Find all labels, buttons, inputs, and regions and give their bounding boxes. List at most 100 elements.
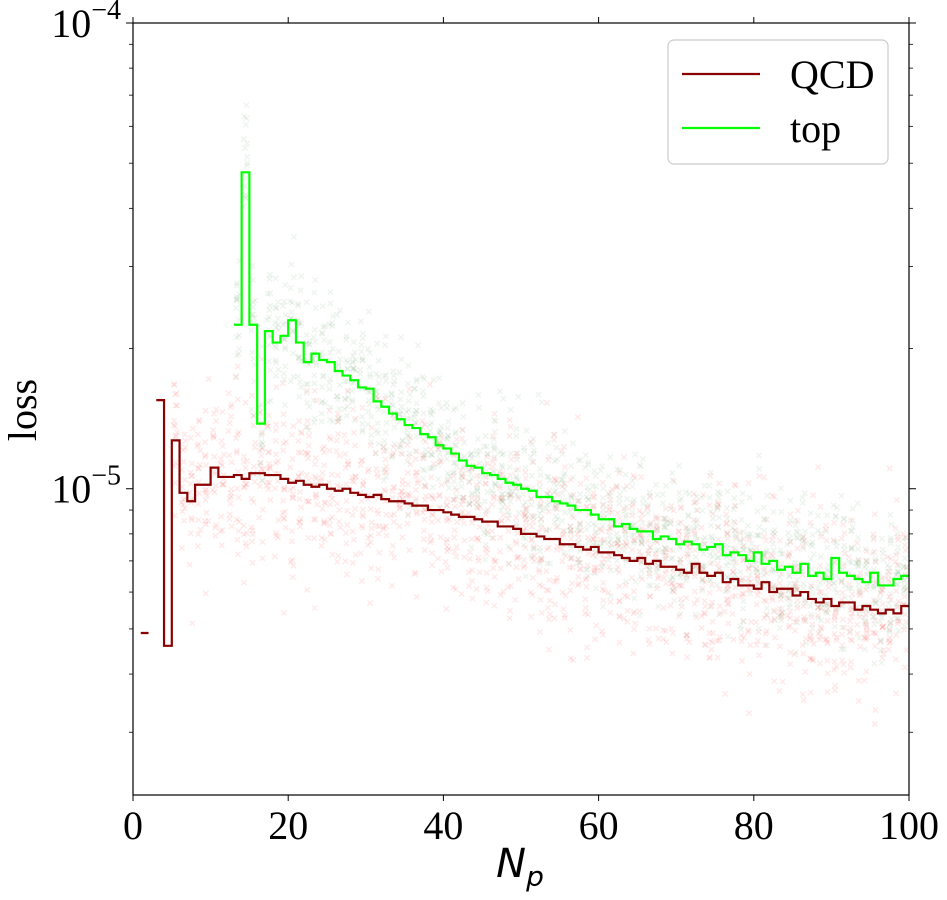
scatter-point (280, 321, 287, 328)
scatter-point (250, 463, 258, 470)
scatter-point (740, 618, 747, 625)
scatter-point (620, 615, 628, 622)
scatter-point (375, 566, 382, 573)
scatter-point (814, 612, 821, 619)
scatter-point (902, 547, 909, 554)
scatter-point (668, 555, 675, 562)
scatter-point (251, 315, 258, 322)
scatter-point (667, 576, 674, 583)
scatter-point (831, 658, 838, 665)
scatter-point (484, 488, 491, 496)
scatter-point (195, 417, 203, 424)
scatter-point (476, 524, 483, 531)
scatter-point (615, 536, 622, 543)
scatter-point (639, 456, 646, 463)
scatter-point (242, 191, 249, 198)
scatter-point (616, 500, 623, 507)
scatter-point (412, 495, 420, 502)
scatter-point (468, 499, 476, 506)
scatter-point (854, 630, 861, 637)
scatter-point (327, 501, 334, 508)
scatter-point (592, 529, 599, 536)
scatter-point (298, 469, 305, 477)
scatter-point (621, 508, 628, 515)
scatter-point (838, 577, 845, 584)
scatter-point (274, 315, 282, 322)
scatter-point (551, 505, 558, 512)
scatter-point (567, 555, 574, 562)
scatter-point (536, 548, 544, 555)
scatter-point (554, 481, 561, 488)
scatter-point (474, 487, 481, 494)
scatter-point (778, 570, 785, 577)
scatter-point (901, 576, 908, 583)
scatter-point (692, 499, 699, 506)
scatter-point (289, 455, 296, 463)
scatter-point (359, 357, 366, 364)
scatter-point (900, 530, 907, 537)
scatter-point (342, 396, 349, 403)
scatter-point (249, 262, 256, 269)
scatter-point (762, 630, 769, 637)
scatter-point (527, 495, 535, 502)
scatter-point (368, 519, 375, 526)
scatter-point (336, 414, 344, 421)
scatter-point (272, 372, 280, 379)
scatter-point (707, 469, 714, 476)
scatter-point (450, 496, 457, 503)
scatter-point (434, 446, 441, 453)
scatter-point (723, 562, 730, 569)
scatter-point (349, 511, 356, 519)
scatter-point (584, 484, 591, 491)
scatter-point (608, 509, 616, 516)
scatter-point (770, 581, 777, 589)
scatter-point (737, 538, 744, 545)
scatter-point (326, 385, 333, 393)
scatter-point (662, 552, 669, 559)
scatter-point (732, 502, 739, 509)
scatter-point (645, 550, 652, 557)
scatter-point (740, 528, 747, 535)
scatter-point (599, 502, 607, 509)
y-tick-label-base: 10 (51, 1, 91, 46)
scatter-point (452, 428, 460, 436)
scatter-point (450, 472, 457, 480)
scatter-point (616, 583, 623, 590)
scatter-point (473, 503, 481, 511)
scatter-point (451, 534, 458, 541)
scatter-point (187, 434, 194, 442)
scatter-point (606, 500, 614, 507)
scatter-point (802, 528, 809, 535)
scatter-point (893, 587, 900, 595)
scatter-point (784, 552, 791, 559)
scatter-point (265, 398, 272, 406)
scatter-point (551, 489, 558, 496)
scatter-point (841, 516, 848, 523)
scatter-point (582, 566, 590, 573)
scatter-point (568, 494, 576, 501)
scatter-point (567, 545, 575, 552)
scatter-point (598, 540, 605, 547)
scatter-point (474, 497, 481, 504)
scatter-point (435, 446, 442, 453)
scatter-point (659, 548, 666, 555)
scatter-point (311, 535, 318, 542)
scatter-point (561, 464, 569, 471)
scatter-point (655, 573, 662, 580)
scatter-point (691, 570, 699, 577)
scatter-point (662, 555, 669, 562)
scatter-point (413, 433, 420, 440)
scatter-point (349, 359, 356, 366)
scatter-point (756, 524, 763, 531)
scatter-point (450, 497, 457, 504)
scatter-point (311, 372, 318, 379)
scatter-point (833, 538, 840, 545)
scatter-point (685, 551, 692, 558)
scatter-point (683, 532, 690, 539)
scatter-point (319, 469, 326, 476)
scatter-point (871, 548, 878, 555)
scatter-point (838, 579, 845, 586)
scatter-point (663, 567, 670, 574)
scatter-point (879, 600, 886, 608)
